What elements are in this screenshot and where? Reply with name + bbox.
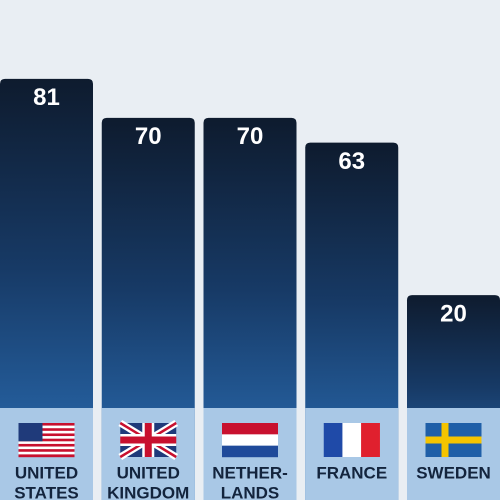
flag-band [361,423,380,457]
flag-stripe [18,430,75,434]
category-label: STATES [14,483,79,500]
flag-band [342,423,362,457]
flag-canton [18,423,43,442]
category-label: FRANCE [316,463,387,482]
flag [222,423,278,458]
flag [425,423,482,457]
bar [203,117,297,500]
value-label: 20 [440,300,467,327]
flag [18,423,75,458]
flag-cross-red [120,436,177,444]
flag-stripe [18,441,75,445]
bar [0,78,93,500]
flag-stripe [18,425,75,429]
flag-stripe [18,423,75,426]
flag-stripe [18,443,75,447]
category-label: LANDS [221,483,280,500]
flag-stripe [18,446,75,450]
value-label: 63 [338,148,365,175]
value-label: 70 [135,123,162,150]
category-label: KINGDOM [107,483,189,500]
flag-stripe [18,454,75,458]
flag-cross [425,436,482,444]
flag-band [222,445,278,458]
flag-band [323,423,343,457]
category-label: SWEDEN [416,463,491,482]
category-label: UNITED [117,463,180,482]
flag-stripe [18,433,75,437]
category-label: UNITED [15,463,78,482]
flag-band [222,434,278,446]
flag-stripe [18,436,75,439]
value-label: 70 [237,123,264,150]
flag-band [222,423,278,435]
flag [118,420,179,460]
flag-stripe [18,428,75,432]
category-label: NETHER- [212,463,288,482]
flag-stripe [18,451,75,455]
bar [101,117,195,500]
value-label: 81 [33,84,60,111]
flag-stripe [18,449,75,452]
flag [323,423,380,457]
flag-stripe [18,438,75,442]
